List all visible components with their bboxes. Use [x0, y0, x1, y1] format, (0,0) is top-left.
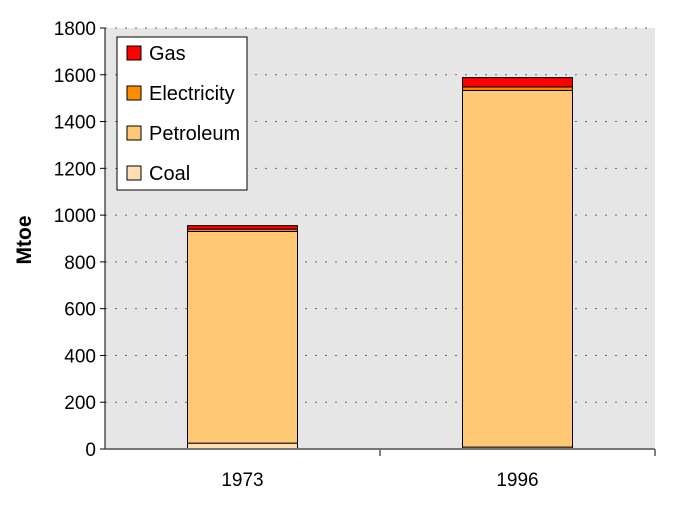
legend-label-petroleum: Petroleum	[149, 123, 240, 145]
x-tick-label: 1973	[221, 470, 263, 491]
legend-label-electricity: Electricity	[149, 83, 235, 105]
y-axis-label: Mtoe	[13, 216, 36, 265]
bar-segment-petroleum-1996	[462, 89, 573, 448]
y-tick-label: 1800	[54, 19, 96, 40]
bar-segment-petroleum-1973	[187, 230, 298, 444]
y-tick-label: 1600	[54, 66, 96, 87]
legend-swatch-petroleum	[126, 125, 142, 141]
y-tick-label: 0	[85, 440, 96, 461]
legend-swatch-gas	[126, 45, 142, 61]
y-axis-ticks: 0 200 400 600 800 1000 1200 1400 1600 1800	[54, 19, 105, 461]
bar-segment-electricity-1996	[462, 86, 573, 91]
legend-label-gas: Gas	[149, 43, 186, 65]
bar-segment-gas-1973	[187, 225, 298, 230]
y-tick-label: 1200	[54, 159, 96, 180]
legend: Gas Electricity Petroleum Coal	[116, 36, 248, 191]
y-tick-label: 800	[64, 253, 96, 274]
x-axis-ticks: 1973 1996	[221, 449, 656, 491]
y-tick-label: 400	[64, 346, 96, 367]
y-tick-label: 1400	[54, 113, 96, 134]
bar-segment-gas-1996	[462, 77, 573, 88]
x-tick-label: 1996	[496, 470, 538, 491]
bars	[187, 77, 573, 450]
legend-label-coal: Coal	[149, 163, 190, 185]
legend-swatch-coal	[126, 165, 142, 181]
y-tick-label: 200	[64, 393, 96, 414]
y-tick-label: 600	[64, 300, 96, 321]
legend-swatch-electricity	[126, 85, 142, 101]
y-tick-label: 1000	[54, 206, 96, 227]
